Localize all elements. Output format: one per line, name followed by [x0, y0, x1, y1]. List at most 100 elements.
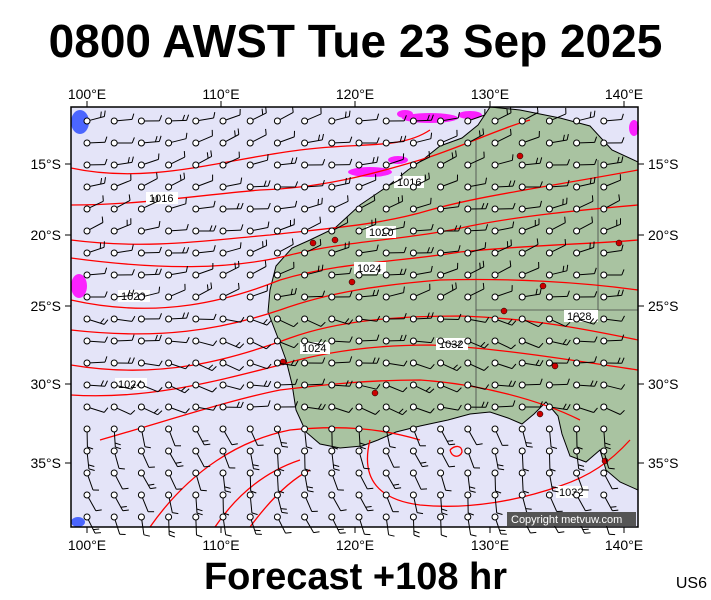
wind-barb	[137, 359, 163, 367]
wind-barb	[273, 261, 295, 279]
chart-title: 0800 AWST Tue 23 Sep 2025	[48, 15, 663, 67]
wind-barb	[192, 337, 218, 347]
wind-barb	[192, 469, 207, 492]
wind-barb	[165, 447, 184, 468]
wind-barb	[382, 491, 399, 513]
wind-barb	[382, 313, 407, 323]
wind-barb	[273, 130, 295, 147]
wind-barb	[219, 128, 240, 147]
wind-barb	[382, 135, 407, 147]
wind-barb	[600, 334, 625, 345]
wind-barb	[464, 177, 487, 191]
wind-barb	[464, 282, 485, 301]
wind-barb	[464, 315, 490, 323]
wind-barb	[382, 425, 396, 449]
isobar-label-1032b: 1032	[556, 486, 588, 499]
isobar-label-1016a: 1016	[146, 192, 178, 205]
wind-barb	[328, 195, 349, 213]
wind-barb	[83, 491, 102, 512]
forecast-hour-label: Forecast +108 hr	[203, 556, 508, 598]
wind-barb	[301, 337, 326, 346]
wind-barb	[165, 197, 187, 213]
lon-label: 120°E	[336, 86, 374, 102]
wind-barb	[573, 425, 583, 450]
wind-barb	[246, 447, 260, 471]
wind-barb	[246, 239, 268, 257]
wind-barb	[491, 513, 507, 535]
wind-barb	[355, 113, 380, 125]
wind-barb	[437, 447, 456, 468]
wind-barb	[545, 133, 569, 147]
wind-barb	[437, 112, 460, 125]
wind-barb	[545, 290, 570, 301]
wind-barb	[355, 447, 370, 470]
wind-barb	[192, 262, 214, 279]
wind-barb	[273, 469, 285, 494]
wind-barb	[192, 245, 216, 257]
wind-barb	[192, 313, 217, 323]
wind-barb	[518, 315, 544, 328]
lon-label: 130°E	[471, 86, 509, 102]
wind-barb	[219, 224, 244, 235]
wind-barb	[464, 447, 481, 469]
wind-barb	[192, 381, 217, 393]
wind-barb	[600, 469, 619, 490]
wind-barb	[137, 115, 163, 125]
wind-barb	[545, 264, 569, 279]
wind-barb	[382, 334, 407, 345]
wind-barb	[518, 200, 542, 213]
lon-label: 110°E	[202, 537, 239, 553]
wind-barb	[355, 513, 371, 536]
wind-barb	[137, 221, 161, 235]
wind-barb	[573, 447, 585, 471]
wind-barb	[83, 425, 94, 450]
wind-barb	[110, 289, 135, 301]
wind-barb	[137, 334, 162, 345]
wind-barb	[409, 172, 430, 191]
wind-barb	[246, 469, 257, 494]
wind-barb	[328, 336, 353, 345]
wind-barb	[382, 447, 400, 468]
wind-barb	[491, 239, 512, 257]
wind-barb	[573, 216, 593, 235]
wind-barb	[409, 223, 434, 235]
wind-barb	[573, 315, 598, 325]
wind-barb	[301, 513, 320, 534]
svg-text:1024: 1024	[118, 379, 142, 391]
wind-barb	[165, 114, 190, 125]
lat-label: 25°S	[648, 298, 679, 314]
wind-barb	[246, 284, 268, 301]
wind-barb	[545, 378, 570, 389]
wind-barb	[545, 447, 556, 472]
wind-barb	[137, 491, 155, 513]
wind-barb	[437, 469, 452, 492]
wind-barb	[573, 241, 595, 257]
wind-barb	[600, 289, 624, 301]
wind-barb	[518, 157, 543, 169]
wind-barb	[110, 334, 135, 345]
wind-barb	[246, 337, 272, 350]
wind-barb	[600, 137, 625, 147]
wind-barb	[137, 268, 162, 279]
wind-barb	[545, 159, 570, 169]
wind-barb	[246, 425, 264, 446]
wind-barb	[328, 216, 349, 235]
wind-barb	[491, 221, 515, 235]
wind-barb	[355, 194, 376, 213]
wind-barb	[491, 447, 505, 471]
wind-barb	[246, 400, 271, 411]
wind-barb	[328, 491, 347, 512]
wind-barb	[600, 491, 619, 512]
lat-labels-left: 15°S 20°S 25°S 30°S 35°S	[30, 156, 61, 471]
wind-barb	[165, 266, 188, 279]
wind-barb	[192, 150, 213, 169]
wind-barb	[328, 447, 340, 471]
wind-barb	[518, 238, 539, 257]
wind-barb	[328, 136, 353, 147]
wind-barb	[137, 246, 162, 257]
wind-barb	[246, 315, 272, 326]
lat-label: 15°S	[648, 156, 679, 172]
wind-barb	[328, 356, 353, 367]
wind-barb	[491, 380, 516, 389]
wind-barb	[246, 128, 267, 147]
